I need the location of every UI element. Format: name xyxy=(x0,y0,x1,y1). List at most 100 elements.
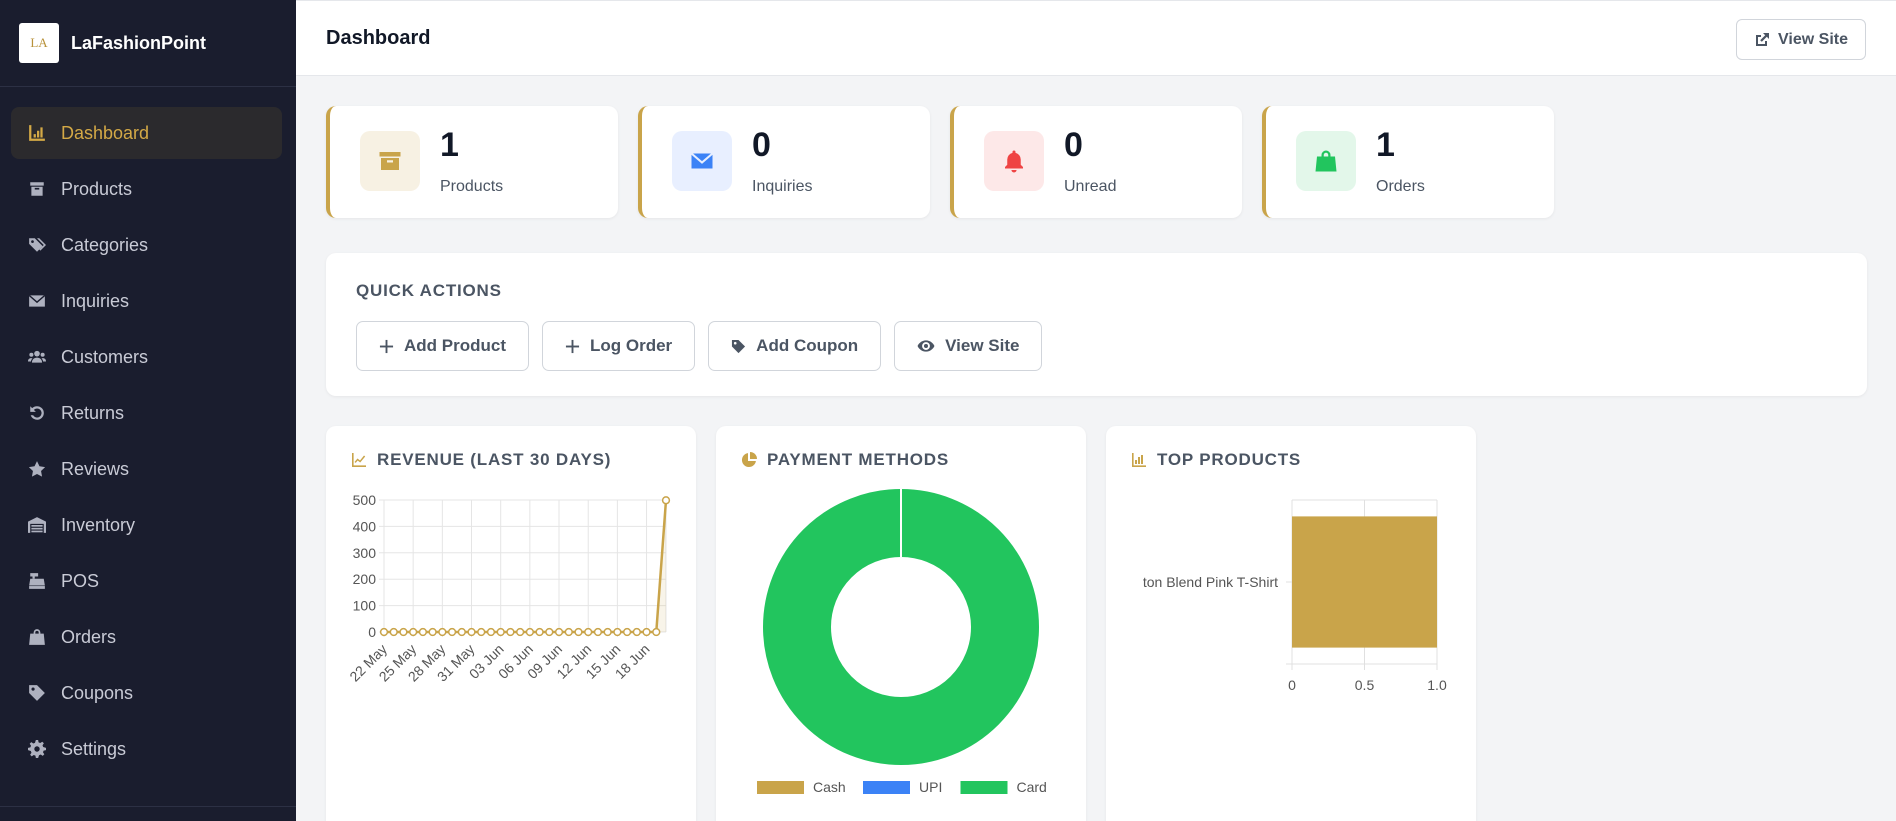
brand[interactable]: LA LaFashionPoint xyxy=(0,0,296,87)
y-tick-label: ton Blend Pink T-Shirt xyxy=(1143,574,1278,590)
stat-label: Products xyxy=(440,178,504,195)
sidebar-item-label: Dashboard xyxy=(61,122,150,143)
x-tick-label: 0 xyxy=(1288,677,1296,693)
sidebar-item-returns[interactable]: Returns xyxy=(11,387,282,439)
sidebar-item-label: Settings xyxy=(61,738,127,759)
cash-register-icon xyxy=(27,571,47,591)
revenue-point xyxy=(515,627,525,637)
revenue-chart-card: 0 100 200 300 400 500 22 May 25 May 28 May 31 May… xyxy=(326,426,696,821)
envelope-icon xyxy=(27,291,47,311)
legend-label-upi: UPI xyxy=(919,779,942,795)
revenue-point xyxy=(418,627,428,637)
sidebar-item-orders[interactable]: Orders xyxy=(11,611,282,663)
brand-name: LaFashionPoint xyxy=(71,32,206,53)
sidebar-item-label: Inventory xyxy=(61,514,136,535)
sidebar-item-inventory[interactable]: Inventory xyxy=(11,499,282,551)
sidebar-item-inquiries[interactable]: Inquiries xyxy=(11,275,282,327)
line-chart-icon xyxy=(352,453,366,467)
shopping-bag-icon xyxy=(1296,131,1356,191)
revenue-point xyxy=(438,627,447,637)
y-tick-label: 300 xyxy=(353,545,377,561)
sidebar-item-coupons[interactable]: Coupons xyxy=(11,667,282,719)
sidebar-item-products[interactable]: Products xyxy=(11,163,282,215)
sidebar-item-label: Customers xyxy=(61,346,149,367)
stat-value: 0 xyxy=(752,126,771,164)
revenue-point xyxy=(506,627,515,637)
y-tick-label: 500 xyxy=(353,492,377,508)
stat-card-products[interactable]: 1 Products xyxy=(326,106,618,218)
tag-icon xyxy=(732,339,746,353)
top-products-title: TOP PRODUCTS xyxy=(1157,450,1302,469)
button-label: Add Coupon xyxy=(756,336,859,355)
add-coupon-button[interactable]: Add Coupon xyxy=(708,321,882,371)
revenue-point xyxy=(525,627,535,637)
add-product-button[interactable]: Add Product xyxy=(356,321,529,371)
sidebar-item-label: POS xyxy=(61,570,100,591)
view-site-label: View Site xyxy=(1778,30,1848,48)
legend-swatch-cash xyxy=(757,781,804,794)
stat-label: Orders xyxy=(1376,178,1425,195)
warehouse-icon xyxy=(27,515,47,535)
button-label: View Site xyxy=(945,336,1020,355)
logo-text: LA xyxy=(30,35,48,50)
revenue-chart-title: REVENUE (LAST 30 DAYS) xyxy=(377,450,612,469)
sidebar-item-settings[interactable]: Settings xyxy=(11,723,282,775)
box-icon xyxy=(27,179,47,199)
y-tick-label: 400 xyxy=(353,518,377,534)
stat-card-inquiries[interactable]: 0 Inquiries xyxy=(638,106,930,218)
view-site-button[interactable]: View Site xyxy=(1736,19,1866,60)
revenue-point xyxy=(428,627,437,637)
revenue-point xyxy=(661,496,671,505)
external-link-icon xyxy=(1756,32,1770,46)
tag-icon xyxy=(27,683,47,703)
sidebar-nav: Dashboard Products Categories Inquiries … xyxy=(0,87,296,775)
stat-value: 0 xyxy=(1064,126,1083,164)
legend-swatch-card xyxy=(960,781,1008,794)
sidebar-item-pos[interactable]: POS xyxy=(11,555,282,607)
stat-value: 1 xyxy=(1376,126,1395,164)
sidebar-item-label: Orders xyxy=(61,626,117,647)
star-icon xyxy=(27,459,47,479)
stat-label: Inquiries xyxy=(752,178,813,195)
pie-chart-icon xyxy=(741,452,757,468)
button-label: Log Order xyxy=(590,336,673,355)
users-icon xyxy=(27,347,47,367)
payment-methods-chart: Cash UPI Card xyxy=(757,489,1047,795)
y-tick-label: 0 xyxy=(368,624,376,640)
undo-icon xyxy=(27,403,47,423)
revenue-point xyxy=(535,627,544,637)
gear-icon xyxy=(27,739,47,759)
revenue-point xyxy=(584,627,593,637)
sidebar-item-categories[interactable]: Categories xyxy=(11,219,282,271)
shopping-bag-icon xyxy=(27,627,47,647)
stat-card-unread[interactable]: 0 Unread xyxy=(950,106,1242,218)
revenue-point xyxy=(642,627,651,637)
revenue-chart-header: REVENUE (LAST 30 DAYS) xyxy=(351,450,611,470)
revenue-point xyxy=(477,627,486,637)
stat-card-orders[interactable]: 1 Orders xyxy=(1262,106,1554,218)
revenue-point xyxy=(399,627,408,637)
revenue-point xyxy=(622,627,632,637)
sidebar-item-label: Reviews xyxy=(61,458,130,479)
sidebar-item-reviews[interactable]: Reviews xyxy=(11,443,282,495)
view-site-quick-button[interactable]: View Site xyxy=(894,321,1043,371)
log-order-button[interactable]: Log Order xyxy=(542,321,696,371)
sidebar-item-customers[interactable]: Customers xyxy=(11,331,282,383)
button-label: Add Product xyxy=(404,336,506,355)
plus-icon xyxy=(565,339,580,353)
x-tick-label: 0.5 xyxy=(1355,677,1375,693)
payment-chart-header: PAYMENT METHODS xyxy=(741,450,949,470)
top-products-header: TOP PRODUCTS xyxy=(1131,450,1301,470)
revenue-point xyxy=(554,627,564,637)
top-products-card: 0 0.5 1.0 ton Blend Pink T-Shirt TOP PRODUC… xyxy=(1106,426,1476,821)
payment-methods-card: Cash UPI Card PAYMENT METHODS xyxy=(716,426,1086,821)
sidebar-item-dashboard[interactable]: Dashboard xyxy=(11,107,282,159)
revenue-point xyxy=(457,627,466,637)
revenue-point xyxy=(564,627,573,637)
legend-label-cash: Cash xyxy=(813,779,846,795)
payment-chart-title: PAYMENT METHODS xyxy=(767,450,950,469)
revenue-point xyxy=(613,627,622,637)
revenue-point xyxy=(409,627,418,637)
sidebar-item-label: Coupons xyxy=(61,682,134,703)
